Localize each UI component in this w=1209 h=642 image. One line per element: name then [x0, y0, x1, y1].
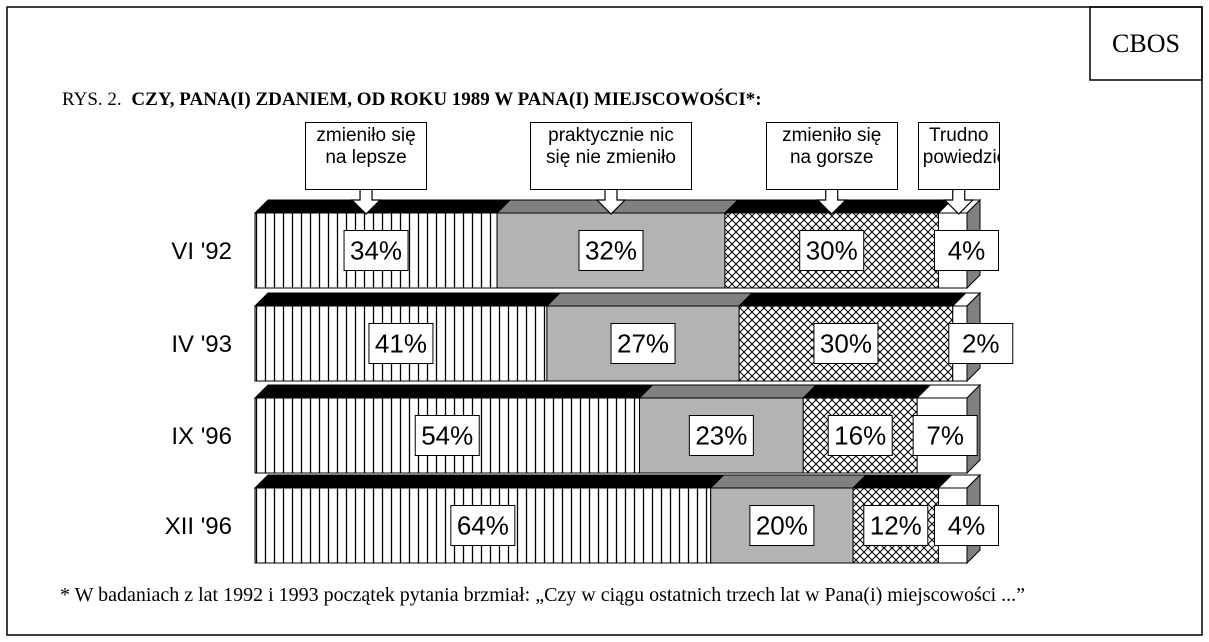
value-label-box: [799, 230, 865, 271]
category-label: IV '93: [171, 331, 232, 358]
segment-top: [851, 474, 953, 489]
value-label: 64%: [457, 510, 509, 540]
title-prefix: RYS. 2.: [62, 89, 122, 110]
legend-arrow: [816, 190, 848, 215]
segment-top: [545, 292, 754, 307]
legend-item: Trudno powiedzieć: [917, 122, 1000, 190]
footnote: * W badaniach z lat 1992 i 1993 początek…: [60, 584, 1026, 606]
value-label: 30%: [820, 328, 872, 358]
segment-top: [253, 292, 562, 307]
segment-top: [638, 384, 818, 399]
source-box: [1089, 6, 1203, 81]
value-label: 4%: [948, 510, 986, 540]
segment-top: [253, 199, 512, 214]
segment-top: [253, 384, 654, 399]
value-label-box: [863, 505, 929, 546]
value-label-box: [450, 505, 516, 546]
legend-item: zmieniło się na lepsze: [305, 122, 428, 190]
legend-label: zmieniło się na lepsze: [305, 122, 428, 190]
value-label-box: [813, 323, 879, 364]
legend-arrow: [595, 190, 627, 215]
value-label: 27%: [617, 328, 669, 358]
legend-label: zmieniło się na gorsze: [765, 122, 898, 190]
legend-item: praktycznie nic się nie zmieniło: [530, 122, 692, 190]
value-label: 4%: [948, 235, 986, 265]
value-label-box: [578, 230, 644, 271]
source: CBOS: [1112, 29, 1180, 58]
value-label: 34%: [350, 235, 402, 265]
value-label: 30%: [806, 235, 858, 265]
legend-arrow: [943, 190, 975, 215]
value-label-box: [368, 323, 434, 364]
value-label: 23%: [695, 420, 747, 450]
value-label-box: [688, 415, 754, 456]
value-label-box: [610, 323, 676, 364]
legend-label: praktycznie nic się nie zmieniło: [530, 122, 692, 190]
chart-title: CZY, PANA(I) ZDANIEM, OD ROKU 1989 W PAN…: [131, 88, 761, 110]
value-label-box: [414, 415, 480, 456]
value-label-box: [749, 505, 815, 546]
bar-segment: [802, 384, 932, 474]
value-label: 54%: [421, 420, 473, 450]
legend-arrow: [350, 190, 382, 215]
value-label-box: [934, 505, 1000, 546]
title-line: RYS. 2. CZY, PANA(I) ZDANIEM, OD ROKU 19…: [62, 88, 762, 110]
frame: [6, 6, 1203, 636]
segment-top: [709, 474, 868, 489]
segment-top: [737, 292, 967, 307]
value-label: 12%: [870, 510, 922, 540]
value-label: 7%: [926, 420, 964, 450]
segment-top: [253, 474, 725, 489]
category-label: VI '92: [171, 238, 232, 265]
value-label: 32%: [585, 235, 637, 265]
value-label: 41%: [375, 328, 427, 358]
value-label-box: [343, 230, 409, 271]
value-label-box: [934, 230, 1000, 271]
category-label: IX '96: [171, 423, 232, 450]
value-label: 16%: [834, 420, 886, 450]
legend-label: Trudno powiedzieć: [917, 122, 1000, 190]
value-label: 20%: [756, 510, 808, 540]
segment-top: [802, 384, 932, 399]
legend-item: zmieniło się na gorsze: [765, 122, 898, 190]
category-label: XII '96: [165, 513, 232, 540]
value-label-box: [827, 415, 893, 456]
value-label: 2%: [962, 328, 1000, 358]
value-label-box: [912, 415, 978, 456]
value-label-box: [948, 323, 1014, 364]
